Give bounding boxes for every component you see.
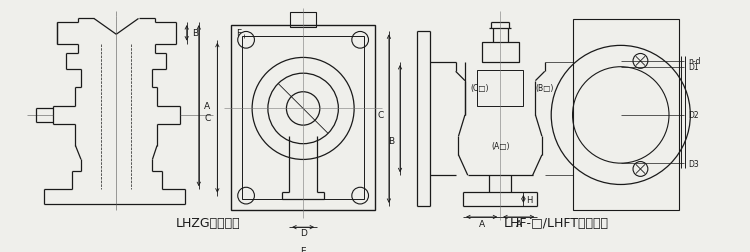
Text: D: D [300,228,307,237]
Bar [482,43,519,63]
Text: n-d: n-d [688,57,701,66]
Text: C: C [377,111,383,120]
Bar [242,37,364,200]
Text: B: B [388,137,394,146]
Text: F: F [236,29,241,38]
Text: H: H [526,195,532,204]
Text: (C□): (C□) [470,83,489,92]
Text: E: E [300,246,306,252]
Text: C: C [205,114,211,123]
Text: (A□): (A□) [491,141,509,150]
Bar [290,13,316,28]
Text: A: A [516,219,522,228]
Text: LHF-□/LHFT型調溫器: LHF-□/LHFT型調溫器 [503,216,608,229]
Text: A: A [478,219,484,228]
Text: A: A [204,102,211,111]
Bar [477,71,524,106]
Bar [572,20,680,211]
Text: D1: D1 [688,63,699,72]
Text: (B□): (B□) [536,83,554,92]
Text: B: B [192,29,199,38]
Text: D3: D3 [688,159,699,168]
Text: LHZG型調溫器: LHZG型調溫器 [176,216,240,229]
Text: D2: D2 [688,111,699,120]
Bar [231,26,375,211]
